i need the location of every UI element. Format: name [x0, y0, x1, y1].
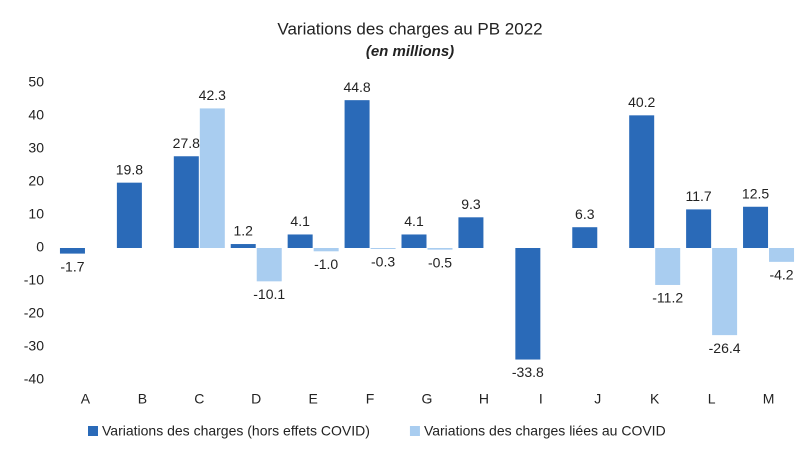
- data-label: 44.8: [343, 79, 370, 95]
- y-tick-label: -20: [24, 305, 44, 321]
- x-tick-label: L: [708, 391, 716, 407]
- bar: [256, 248, 282, 282]
- legend-label: Variations des charges liées au COVID: [424, 423, 666, 439]
- data-label: -0.5: [428, 254, 452, 270]
- bar: [344, 100, 370, 248]
- bar: [401, 234, 427, 248]
- x-tick-label: F: [366, 391, 375, 407]
- bar: [370, 248, 396, 249]
- x-tick-label: G: [422, 391, 433, 407]
- data-label: 40.2: [628, 94, 655, 110]
- data-label: 19.8: [116, 161, 143, 177]
- y-tick-label: 0: [36, 239, 44, 255]
- data-label: -11.2: [652, 290, 683, 306]
- data-label: 27.8: [173, 135, 200, 151]
- bar: [59, 248, 85, 254]
- y-tick-label: 50: [28, 74, 44, 90]
- data-label: -1.7: [60, 258, 84, 274]
- bar: [116, 182, 142, 248]
- y-tick-label: -30: [24, 338, 44, 354]
- data-label: 1.2: [233, 223, 253, 239]
- y-tick-label: -40: [24, 371, 44, 387]
- data-label: -0.3: [371, 254, 395, 270]
- y-tick-label: 10: [28, 206, 44, 222]
- bar: [572, 227, 598, 248]
- bar: [313, 248, 339, 252]
- data-label: -10.1: [253, 286, 285, 302]
- data-label: 6.3: [575, 206, 595, 222]
- data-label: 11.7: [686, 188, 712, 204]
- x-tick-label: J: [594, 391, 601, 407]
- chart-subtitle: (en millions): [366, 43, 454, 60]
- data-label: -4.2: [769, 267, 793, 283]
- bar: [743, 206, 769, 248]
- data-label: 4.1: [290, 213, 310, 229]
- x-tick-label: A: [81, 391, 91, 407]
- x-tick-label: C: [194, 391, 204, 407]
- data-label: -33.8: [512, 364, 544, 380]
- bar: [230, 244, 256, 248]
- bar: [287, 234, 313, 248]
- data-label: 4.1: [404, 213, 424, 229]
- bar: [629, 115, 655, 248]
- x-tick-label: I: [539, 391, 543, 407]
- bar: [712, 248, 738, 336]
- x-tick-label: H: [479, 391, 489, 407]
- bar: [655, 248, 681, 285]
- x-tick-label: E: [308, 391, 317, 407]
- data-label: -26.4: [709, 340, 741, 356]
- legend-label: Variations des charges (hors effets COVI…: [102, 423, 370, 439]
- x-tick-label: B: [138, 391, 147, 407]
- bar: [769, 248, 795, 262]
- data-label: 9.3: [461, 196, 481, 212]
- bar: [199, 108, 225, 248]
- y-tick-label: 30: [28, 140, 44, 156]
- x-tick-label: M: [763, 391, 775, 407]
- data-label: 42.3: [199, 87, 226, 103]
- legend-swatch: [409, 426, 420, 436]
- bar: [686, 209, 712, 248]
- data-label: 12.5: [742, 185, 769, 201]
- y-tick-label: -10: [24, 272, 44, 288]
- x-tick-label: D: [251, 391, 261, 407]
- x-tick-label: K: [650, 391, 660, 407]
- bar: [458, 217, 484, 248]
- bar: [515, 248, 541, 360]
- legend-swatch: [88, 426, 98, 436]
- bar: [427, 248, 453, 250]
- bar: [173, 156, 199, 248]
- chart-title: Variations des charges au PB 2022: [277, 19, 542, 38]
- y-tick-label: 20: [28, 173, 44, 189]
- y-tick-label: 40: [28, 107, 44, 123]
- data-label: -1.0: [314, 256, 338, 272]
